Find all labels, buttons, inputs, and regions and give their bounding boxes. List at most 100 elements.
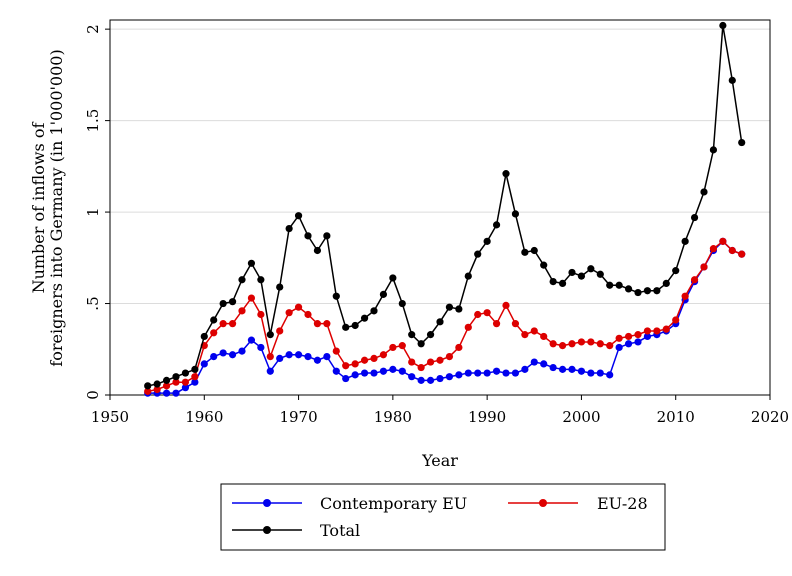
data-point bbox=[238, 276, 246, 284]
data-point bbox=[577, 338, 586, 346]
data-point bbox=[257, 276, 265, 284]
data-point bbox=[276, 327, 284, 335]
data-point bbox=[181, 384, 190, 392]
x-tick-label: 1980 bbox=[374, 408, 412, 426]
data-point bbox=[530, 327, 538, 335]
data-point bbox=[181, 378, 190, 386]
x-tick-label: 2000 bbox=[562, 408, 600, 426]
data-point bbox=[172, 389, 180, 397]
data-point bbox=[587, 265, 595, 273]
data-point bbox=[162, 382, 171, 390]
series-line-total bbox=[147, 24, 743, 387]
data-point bbox=[162, 376, 171, 384]
data-point bbox=[247, 294, 256, 302]
data-point bbox=[502, 369, 510, 377]
series-total bbox=[144, 21, 746, 390]
data-point bbox=[549, 363, 557, 372]
data-point bbox=[558, 365, 567, 373]
legend-entry-contemporary-eu: Contemporary EU bbox=[232, 494, 467, 513]
data-point bbox=[568, 365, 576, 373]
data-point bbox=[219, 349, 227, 357]
data-point bbox=[398, 367, 406, 375]
data-point bbox=[464, 272, 472, 280]
data-point bbox=[379, 351, 388, 359]
plot-area-frame bbox=[109, 19, 771, 396]
data-point bbox=[634, 288, 642, 297]
series-contemporary-eu bbox=[144, 237, 746, 397]
data-point bbox=[511, 210, 520, 218]
data-point bbox=[332, 292, 340, 300]
data-point bbox=[228, 320, 237, 328]
data-point bbox=[398, 299, 406, 308]
data-point bbox=[728, 246, 736, 255]
data-point bbox=[577, 367, 586, 375]
data-point bbox=[643, 327, 652, 335]
legend-label-eu-28: EU-28 bbox=[597, 494, 648, 513]
x-tick-label: 1990 bbox=[468, 408, 506, 426]
data-point bbox=[266, 367, 274, 375]
data-point bbox=[285, 351, 293, 359]
data-point bbox=[294, 212, 303, 220]
data-point bbox=[247, 336, 256, 344]
data-point bbox=[342, 362, 350, 370]
legend-entry-eu-28: EU-28 bbox=[508, 494, 648, 513]
data-point bbox=[153, 380, 161, 388]
series-line-contemporary-eu bbox=[147, 240, 742, 394]
data-point bbox=[285, 224, 293, 233]
data-point bbox=[238, 307, 246, 315]
data-point bbox=[719, 237, 727, 245]
data-point bbox=[606, 371, 614, 379]
data-point bbox=[417, 363, 425, 372]
data-point bbox=[662, 325, 670, 333]
data-point bbox=[568, 268, 576, 277]
x-tick-label: 2010 bbox=[657, 408, 695, 426]
data-point bbox=[502, 170, 510, 178]
data-point bbox=[455, 305, 463, 313]
data-point bbox=[521, 331, 529, 339]
data-point bbox=[172, 373, 180, 381]
data-point bbox=[342, 374, 350, 383]
data-point bbox=[596, 369, 604, 377]
data-point bbox=[672, 316, 680, 324]
y-axis: 0 .5 1 1.5 2 bbox=[84, 24, 110, 400]
data-point bbox=[445, 373, 454, 381]
data-point bbox=[360, 314, 369, 322]
y-tick-label: 0 bbox=[84, 390, 102, 400]
x-tick-label: 2020 bbox=[751, 408, 789, 426]
legend-label-total: Total bbox=[320, 521, 360, 540]
data-point bbox=[351, 360, 359, 368]
data-point bbox=[615, 281, 623, 289]
data-point bbox=[323, 232, 331, 240]
data-point bbox=[398, 342, 406, 350]
data-point bbox=[304, 352, 312, 361]
data-point bbox=[342, 323, 350, 331]
data-point bbox=[615, 334, 623, 342]
data-point bbox=[624, 285, 633, 293]
data-point bbox=[257, 343, 265, 352]
data-point bbox=[643, 287, 652, 295]
data-point bbox=[379, 290, 388, 298]
data-point bbox=[653, 287, 661, 295]
x-tick-label: 1950 bbox=[91, 408, 129, 426]
data-point bbox=[455, 371, 463, 379]
data-point bbox=[690, 276, 699, 284]
data-point bbox=[313, 246, 322, 255]
data-point bbox=[445, 303, 454, 311]
data-point bbox=[370, 307, 378, 315]
legend: Contemporary EU EU-28 Total bbox=[220, 483, 666, 551]
y-tick-label: 1 bbox=[84, 207, 102, 217]
data-point bbox=[228, 351, 237, 359]
x-axis: 1950 1960 1970 1980 1990 2000 2010 2020 bbox=[91, 395, 789, 426]
x-tick-label: 1970 bbox=[279, 408, 317, 426]
data-point bbox=[492, 320, 501, 328]
data-point bbox=[464, 369, 472, 377]
data-point bbox=[709, 146, 718, 154]
data-point bbox=[266, 352, 274, 361]
data-point bbox=[738, 250, 746, 258]
data-point bbox=[728, 76, 736, 84]
data-point bbox=[172, 378, 180, 386]
data-point bbox=[624, 332, 633, 341]
legend-marker-eu-28 bbox=[539, 499, 547, 507]
y-tick-label: .5 bbox=[84, 296, 102, 310]
data-point bbox=[700, 188, 708, 196]
